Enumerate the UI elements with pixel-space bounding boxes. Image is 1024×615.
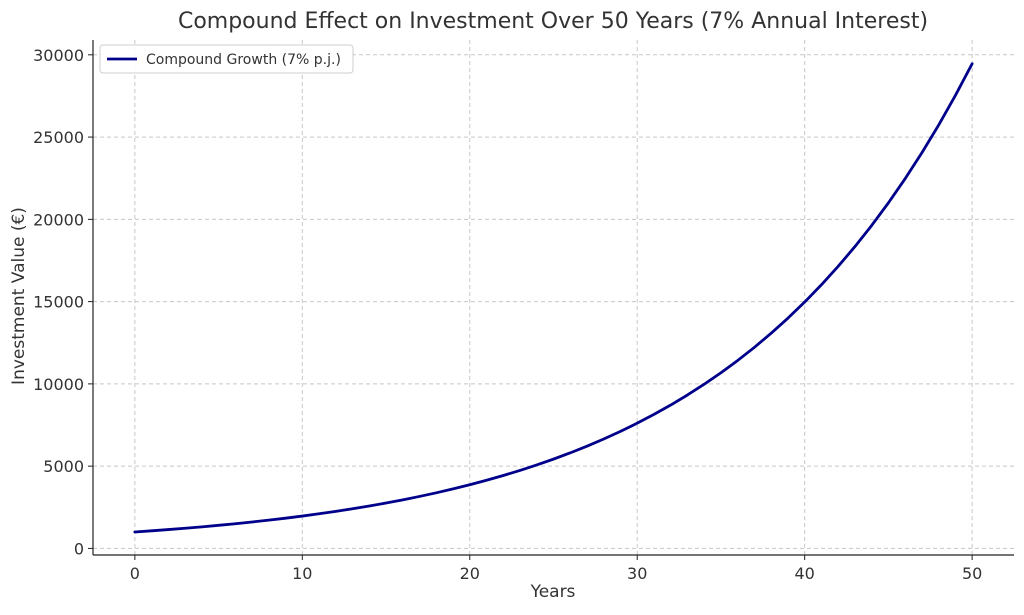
y-tick-label: 25000	[33, 128, 84, 147]
x-tick-label: 40	[795, 564, 815, 583]
legend-label: Compound Growth (7% p.j.)	[146, 52, 341, 68]
y-tick-label: 5000	[43, 457, 84, 476]
y-tick-label: 30000	[33, 46, 84, 65]
y-tick-label: 10000	[33, 375, 84, 394]
y-tick-label: 20000	[33, 210, 84, 229]
series-layer	[133, 62, 974, 534]
chart-title: Compound Effect on Investment Over 50 Ye…	[178, 9, 928, 34]
x-tick-label: 20	[460, 564, 480, 583]
legend: Compound Growth (7% p.j.)	[99, 44, 354, 74]
x-tick-label: 10	[292, 564, 312, 583]
x-tick-label: 0	[130, 564, 140, 583]
y-tick-label: 0	[74, 539, 84, 558]
x-tick-label: 50	[962, 564, 982, 583]
y-axis-label: Investment Value (€)	[9, 207, 29, 385]
legend-box	[99, 44, 354, 74]
series-line	[133, 62, 974, 534]
grid-layer	[93, 40, 1014, 555]
axes-layer: 0 10 20 30 40 50 0 5000 10000 15000 20000 25000 3000…	[33, 40, 1014, 583]
x-tick-label: 30	[627, 564, 647, 583]
y-tick-label: 15000	[33, 293, 84, 312]
x-axis-label: Years	[530, 582, 576, 602]
